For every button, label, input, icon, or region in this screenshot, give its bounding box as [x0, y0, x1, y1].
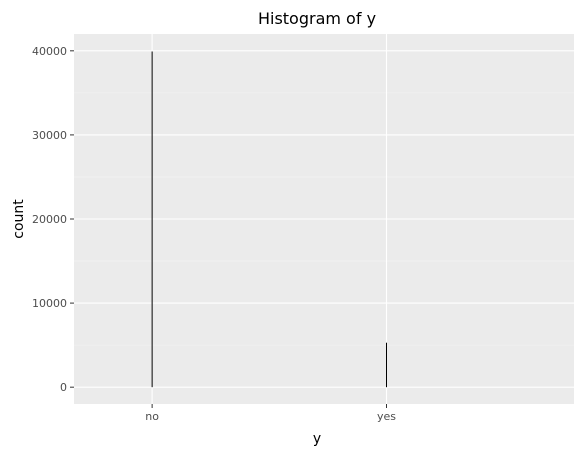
- y-tick-label: 40000: [32, 45, 67, 58]
- y-tick-label: 0: [60, 381, 67, 394]
- x-tick-label: yes: [377, 410, 396, 423]
- bar-yes: [386, 342, 387, 388]
- y-tick-label: 20000: [32, 213, 67, 226]
- bars: [151, 51, 387, 388]
- x-tick-label: no: [145, 410, 159, 423]
- bar-no: [151, 51, 153, 388]
- x-axis-title: y: [313, 431, 321, 447]
- y-tick-label: 30000: [32, 129, 67, 142]
- x-axis: no yes: [145, 404, 396, 423]
- y-axis: 0 10000 20000 30000 40000: [32, 45, 74, 394]
- y-tick-label: 10000: [32, 297, 67, 310]
- minor-grid: [74, 92, 574, 346]
- y-axis-title: count: [11, 199, 27, 239]
- chart-title: Histogram of y: [258, 9, 376, 28]
